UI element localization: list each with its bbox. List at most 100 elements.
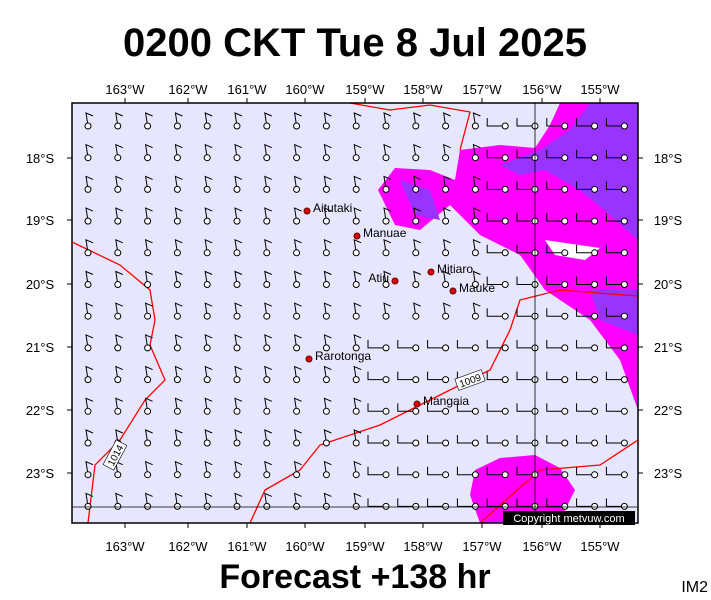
- wind-station: [203, 312, 211, 320]
- wind-station: [352, 344, 360, 352]
- wind-station: [293, 376, 301, 384]
- wind-station: [84, 312, 92, 320]
- wind-barb: [516, 244, 535, 254]
- wind-station: [173, 312, 181, 320]
- wind-barb: [442, 143, 451, 158]
- wind-barb: [605, 498, 625, 507]
- place-dot: [449, 287, 457, 295]
- wind-station: [84, 281, 92, 288]
- wind-barb: [516, 181, 535, 190]
- wind-barb: [516, 118, 535, 127]
- wind-barb: [234, 334, 243, 348]
- wind-barb: [264, 365, 272, 380]
- isobar-label-bg: [454, 369, 486, 391]
- lon-label: 160°W: [285, 539, 325, 554]
- wind-station: [263, 122, 271, 130]
- wind-station: [84, 502, 92, 510]
- wind-barb: [605, 403, 625, 412]
- wind-station: [322, 344, 330, 352]
- wind-station: [352, 502, 360, 510]
- place-dot: [427, 268, 435, 276]
- wind-barb: [486, 308, 506, 317]
- wind-station: [442, 502, 450, 510]
- wind-station: [620, 344, 628, 352]
- place-name: Mangaia: [423, 394, 469, 408]
- wind-station: [352, 217, 360, 225]
- wind-station: [412, 471, 420, 479]
- wind-barb: [115, 397, 123, 412]
- wind-station: [442, 439, 450, 447]
- wind-station: [293, 217, 301, 225]
- wind-station: [263, 407, 271, 415]
- wind-station: [114, 376, 122, 384]
- wind-barb: [397, 435, 416, 444]
- wind-barb: [144, 397, 153, 412]
- wind-barb: [264, 429, 272, 444]
- wind-station: [382, 185, 390, 193]
- wind-barb: [353, 175, 362, 190]
- wind-station: [620, 471, 628, 479]
- wind-barb: [204, 460, 213, 475]
- wind-barb: [264, 270, 272, 285]
- wind-station: [442, 154, 450, 162]
- wind-station: [233, 502, 241, 510]
- wind-station: [293, 122, 301, 130]
- wind-barb: [144, 302, 153, 317]
- lon-label: 156°W: [522, 539, 562, 554]
- wind-barb: [456, 466, 476, 476]
- wind-barb: [293, 302, 302, 317]
- wind-station: [561, 407, 569, 415]
- wind-barb: [293, 270, 302, 285]
- lon-label: 156°W: [522, 82, 562, 97]
- wind-barb: [413, 238, 421, 253]
- image-id: IM2: [681, 579, 708, 596]
- wind-barb: [323, 334, 332, 348]
- wind-barb: [576, 181, 595, 190]
- wind-barb: [204, 175, 213, 190]
- wind-station: [322, 154, 330, 162]
- wind-station: [114, 249, 122, 257]
- wind-station: [591, 154, 599, 162]
- wind-station: [442, 376, 450, 384]
- wind-station: [84, 376, 92, 384]
- lon-label: 161°W: [227, 82, 267, 97]
- wind-barb: [605, 118, 625, 127]
- wind-station: [591, 471, 599, 479]
- wind-station: [114, 502, 122, 510]
- place-name: Rarotonga: [315, 349, 371, 363]
- wind-barb: [427, 435, 446, 444]
- wind-barb: [427, 498, 446, 507]
- lon-label: 163°W: [105, 82, 145, 97]
- wind-station: [561, 122, 569, 130]
- wind-barb: [576, 466, 595, 476]
- wind-barb: [353, 238, 362, 253]
- wind-station: [173, 249, 181, 257]
- wind-station: [203, 281, 211, 288]
- wind-station: [501, 502, 509, 510]
- wind-station: [233, 154, 241, 162]
- wind-station: [144, 312, 152, 320]
- wind-barb: [516, 435, 535, 444]
- wind-barb: [472, 270, 481, 285]
- wind-station: [471, 185, 479, 193]
- wind-barb: [576, 118, 595, 127]
- wind-barb: [442, 270, 451, 285]
- wind-barb: [472, 207, 481, 222]
- wind-barb: [486, 213, 506, 222]
- wind-station: [114, 185, 122, 193]
- wind-barb: [204, 270, 213, 285]
- wind-barb: [293, 397, 302, 412]
- wind-barb: [204, 429, 213, 444]
- wind-barb: [516, 371, 535, 381]
- wind-station: [233, 471, 241, 479]
- wind-station: [263, 471, 271, 479]
- place-name: Manuae: [363, 226, 407, 240]
- wind-barb: [204, 492, 213, 507]
- wind-station: [471, 502, 479, 510]
- wind-barb: [293, 175, 302, 190]
- lat-label: 18°S: [26, 151, 55, 166]
- wind-barb: [85, 397, 94, 412]
- wind-barb: [115, 334, 123, 348]
- wind-station: [84, 154, 92, 162]
- wind-barb: [516, 339, 535, 349]
